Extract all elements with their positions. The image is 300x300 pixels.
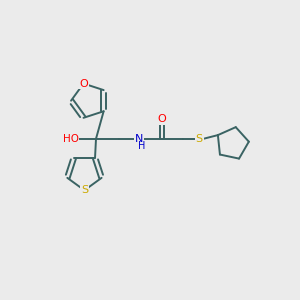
Text: O: O (79, 79, 88, 88)
Text: O: O (158, 114, 166, 124)
Text: H: H (138, 141, 146, 151)
Text: N: N (134, 134, 143, 144)
Text: S: S (81, 185, 88, 195)
Text: S: S (196, 134, 203, 144)
Text: HO: HO (63, 134, 79, 144)
